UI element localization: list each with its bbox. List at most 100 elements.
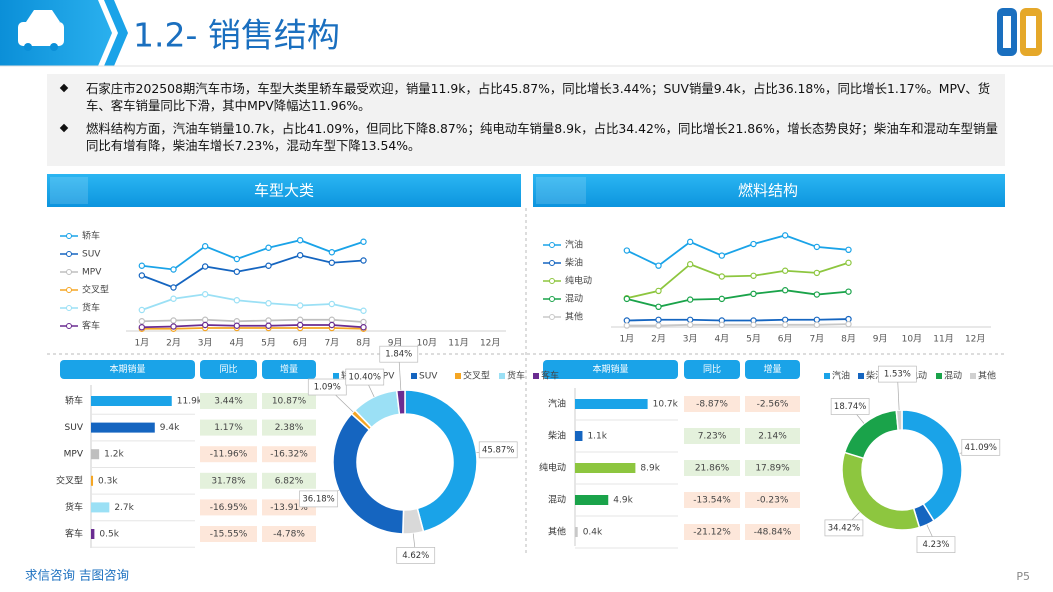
column-header-bg	[745, 360, 800, 379]
cell-bg	[200, 393, 257, 409]
x-tick-label: 2月	[651, 334, 666, 345]
cell: -16.95%	[210, 503, 248, 513]
legend-label: 货车	[82, 302, 100, 314]
row-label: 货车	[65, 501, 83, 513]
x-tick-label: 6月	[778, 334, 793, 345]
legend-label: 轿车	[82, 230, 100, 242]
x-tick-label: 3月	[198, 338, 213, 349]
point	[686, 296, 694, 303]
column-header-bg	[262, 360, 316, 379]
series-line	[141, 318, 364, 323]
series-line	[626, 261, 849, 300]
legend-swatch	[533, 373, 539, 379]
cell: -15.55%	[210, 530, 248, 540]
x-tick-label: 1月	[619, 334, 634, 345]
cell-bg	[745, 396, 800, 412]
series-line	[141, 327, 364, 330]
bar	[91, 502, 110, 513]
row-label: 汽油	[548, 398, 566, 410]
point	[201, 263, 209, 270]
point	[138, 272, 146, 279]
x-tick-label: 3月	[683, 334, 698, 345]
point	[655, 322, 662, 329]
legend-label: SUV	[82, 250, 101, 260]
slice	[395, 389, 406, 416]
car-icon	[18, 10, 64, 51]
value-label: 0.3k	[98, 476, 118, 486]
cell-bg	[200, 526, 257, 542]
x-tick-label: 11月	[448, 338, 468, 349]
x-tick-label: 10月	[417, 338, 437, 349]
point	[845, 288, 852, 295]
legend-label: 货车	[507, 370, 525, 382]
point	[655, 303, 662, 310]
point	[845, 246, 852, 254]
bar	[575, 527, 578, 537]
point	[170, 266, 177, 273]
footer-brand: 求信咨询 吉图咨询	[25, 568, 129, 583]
summary: 石家庄市202508期汽车市场，车型大类里轿车最受欢迎，销量11.9k，占比45…	[58, 80, 1003, 160]
legend-swatch	[411, 373, 417, 379]
bar	[91, 396, 172, 406]
cell: 3.44%	[214, 397, 243, 407]
legend-label: 其他	[565, 311, 583, 323]
header-chevron	[104, 0, 128, 66]
point	[170, 284, 177, 291]
cell-bg	[262, 393, 316, 409]
x-tick-label: 7月	[324, 338, 339, 349]
series-line	[141, 254, 364, 289]
label-box	[824, 519, 864, 537]
cell-bg	[684, 492, 740, 508]
legend-label: MPV	[82, 268, 102, 278]
legend-swatch	[858, 373, 864, 379]
label-box	[478, 441, 518, 459]
x-tick-label: 7月	[809, 334, 824, 345]
point	[781, 287, 789, 294]
series-line	[626, 289, 849, 308]
cell-bg	[262, 446, 316, 463]
series-line	[626, 323, 849, 327]
x-tick-label: 4月	[714, 334, 729, 345]
bar	[91, 449, 100, 460]
cell: -13.91%	[270, 503, 308, 513]
legend-swatch	[455, 373, 461, 379]
point	[233, 255, 241, 263]
cell: -48.84%	[754, 528, 792, 538]
point	[655, 262, 662, 269]
panel-title: 燃料结构	[738, 182, 798, 200]
label-box	[830, 398, 870, 415]
legend-label: 汽油	[565, 239, 583, 251]
legend-label: 汽油	[832, 370, 850, 382]
legend-marker	[549, 296, 555, 302]
bullet: 燃料结构方面，汽油车销量10.7k，占比41.09%，但同比下降8.87%；纯电…	[58, 120, 1003, 154]
row-label: 轿车	[65, 395, 83, 407]
row-label: 交叉型	[56, 474, 83, 486]
point	[750, 321, 757, 329]
point	[296, 316, 304, 323]
cell-bg	[200, 446, 257, 463]
point	[813, 316, 821, 323]
point	[845, 259, 852, 266]
point	[360, 318, 367, 326]
point	[138, 262, 146, 269]
point	[360, 257, 367, 264]
column-header-bg	[60, 360, 195, 379]
x-tick-label: 8月	[356, 338, 371, 349]
cell: -21.12%	[693, 528, 731, 538]
series-line	[141, 324, 364, 329]
cell-bg	[200, 419, 257, 436]
label-box	[379, 345, 419, 363]
point	[328, 316, 336, 323]
point	[138, 318, 146, 325]
x-tick-label: 8月	[841, 334, 856, 345]
point	[750, 240, 757, 248]
cell-bg	[200, 472, 257, 489]
slice	[843, 409, 899, 460]
value-label: 11.9k	[177, 397, 203, 407]
row-label: MPV	[64, 450, 84, 460]
cell-bg	[684, 428, 740, 444]
column-header: 增量	[280, 363, 298, 375]
point	[781, 321, 789, 329]
x-tick-label: 11月	[933, 334, 953, 345]
legend-marker	[66, 233, 72, 239]
